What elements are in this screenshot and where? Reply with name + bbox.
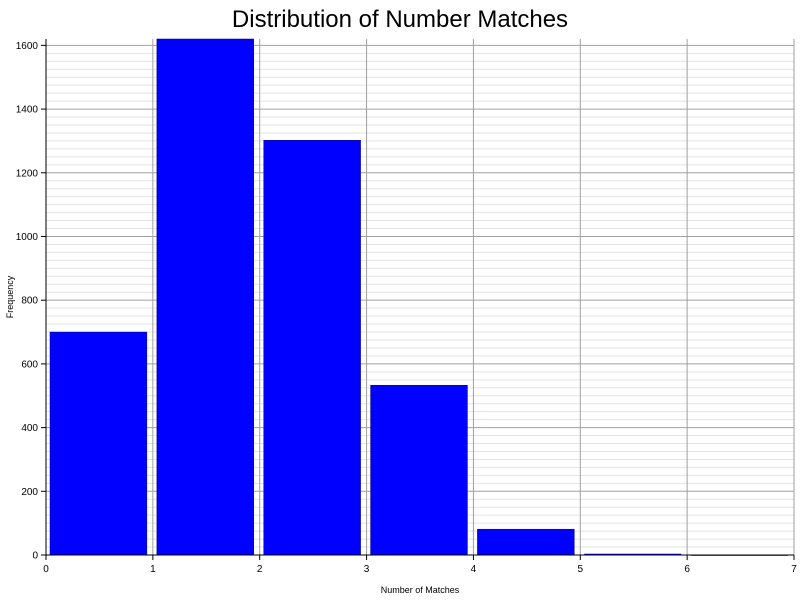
y-tick-label: 200 bbox=[21, 487, 38, 498]
histogram-bar bbox=[264, 140, 361, 555]
y-tick-label: 1200 bbox=[16, 168, 39, 179]
y-tick-label: 600 bbox=[21, 359, 38, 370]
x-tick-label: 2 bbox=[257, 564, 263, 575]
x-tick-label: 4 bbox=[471, 564, 477, 575]
histogram-bar bbox=[157, 39, 254, 555]
histogram-bar bbox=[477, 529, 574, 555]
y-tick-label: 1400 bbox=[16, 105, 39, 116]
histogram-bar bbox=[371, 385, 468, 555]
x-tick-label: 6 bbox=[684, 564, 690, 575]
y-tick-label: 0 bbox=[32, 551, 38, 562]
y-tick-label: 400 bbox=[21, 423, 38, 434]
x-tick-label: 3 bbox=[364, 564, 370, 575]
x-tick-label: 1 bbox=[150, 564, 156, 575]
y-tick-label: 1600 bbox=[16, 41, 39, 52]
histogram-bar bbox=[50, 332, 147, 555]
y-tick-label: 800 bbox=[21, 296, 38, 307]
y-axis-label: Frequency bbox=[5, 275, 15, 318]
x-tick-label: 5 bbox=[578, 564, 584, 575]
x-axis-label: Number of Matches bbox=[381, 585, 460, 595]
x-tick-label: 7 bbox=[791, 564, 797, 575]
x-axis-ticks: 0 1 2 3 4 5 6 7 bbox=[43, 555, 797, 575]
bars bbox=[50, 39, 788, 556]
x-tick-label: 0 bbox=[43, 564, 49, 575]
y-axis-ticks: 0 200 400 600 800 1000 1200 1400 1600 bbox=[16, 41, 46, 562]
y-tick-label: 1000 bbox=[16, 232, 39, 243]
